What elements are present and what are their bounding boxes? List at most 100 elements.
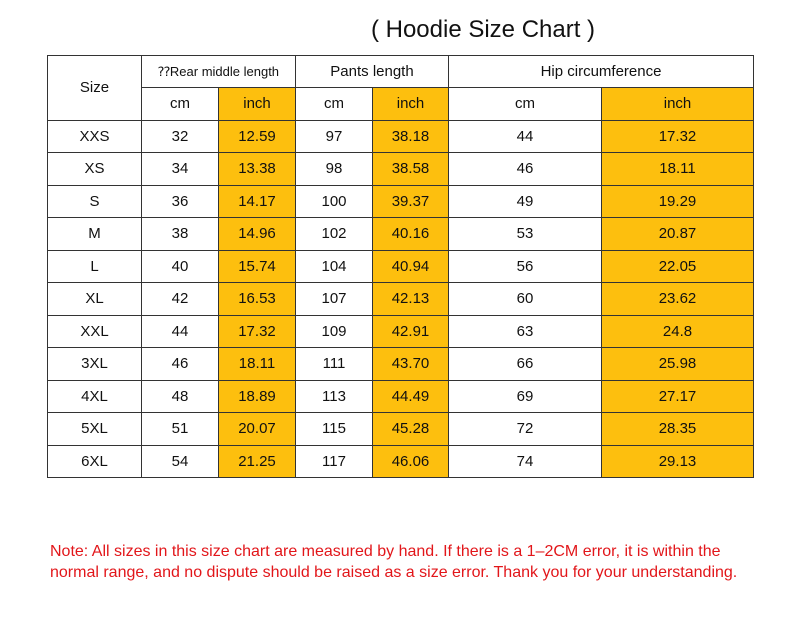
size-cell: 5XL	[47, 412, 142, 446]
value-cell: 20.87	[601, 217, 754, 251]
value-cell: 17.32	[218, 314, 296, 348]
value-cell: 22.05	[601, 249, 754, 283]
group-header-rear-middle-length: ⁇Rear middle length	[141, 55, 296, 88]
unit-header: cm	[295, 87, 373, 121]
value-cell: 20.07	[218, 412, 296, 446]
value-cell: 45.28	[372, 412, 449, 446]
value-cell: 38	[141, 217, 219, 251]
header-row-groups: Size ⁇Rear middle length Pants length Hi…	[47, 55, 754, 121]
value-cell: 102	[295, 217, 373, 251]
value-cell: 18.11	[218, 347, 296, 381]
value-cell: 66	[448, 347, 602, 381]
size-cell: M	[47, 217, 142, 251]
value-cell: 24.8	[601, 314, 754, 348]
value-cell: 27.17	[601, 379, 754, 413]
value-cell: 36	[141, 184, 219, 218]
table-row: 4XL 48 18.89 113 44.49 69 27.17	[47, 379, 754, 413]
value-cell: 56	[448, 249, 602, 283]
value-cell: 34	[141, 152, 219, 186]
value-cell: 44	[141, 314, 219, 348]
value-cell: 49	[448, 184, 602, 218]
size-cell: XL	[47, 282, 142, 316]
table-row: S 36 14.17 100 39.37 49 19.29	[47, 184, 754, 218]
size-cell: L	[47, 249, 142, 283]
value-cell: 100	[295, 184, 373, 218]
size-cell: XS	[47, 152, 142, 186]
value-cell: 48	[141, 379, 219, 413]
value-cell: 43.70	[372, 347, 449, 381]
table-row: XXL 44 17.32 109 42.91 63 24.8	[47, 314, 754, 348]
value-cell: 15.74	[218, 249, 296, 283]
table-row: 6XL 54 21.25 117 46.06 74 29.13	[47, 444, 754, 478]
group-header-pants-length: Pants length	[295, 55, 449, 88]
value-cell: 109	[295, 314, 373, 348]
value-cell: 98	[295, 152, 373, 186]
value-cell: 113	[295, 379, 373, 413]
value-cell: 117	[295, 444, 373, 478]
value-cell: 54	[141, 444, 219, 478]
disclaimer-note: Note: All sizes in this size chart are m…	[50, 543, 738, 581]
value-cell: 107	[295, 282, 373, 316]
table-row: XS 34 13.38 98 38.58 46 18.11	[47, 152, 754, 186]
value-cell: 38.58	[372, 152, 449, 186]
value-cell: 97	[295, 119, 373, 153]
value-cell: 42	[141, 282, 219, 316]
value-cell: 53	[448, 217, 602, 251]
table-row: XXS 32 12.59 97 38.18 44 17.32	[47, 119, 754, 153]
value-cell: 51	[141, 412, 219, 446]
value-cell: 18.89	[218, 379, 296, 413]
header-row-units: cm inch cm inch cm inch	[48, 87, 754, 121]
value-cell: 18.11	[601, 152, 754, 186]
unit-header: inch	[372, 87, 449, 121]
value-cell: 44.49	[372, 379, 449, 413]
value-cell: 19.29	[601, 184, 754, 218]
value-cell: 13.38	[218, 152, 296, 186]
page-title: ( Hoodie Size Chart )	[370, 16, 596, 43]
value-cell: 14.17	[218, 184, 296, 218]
unit-header: cm	[448, 87, 602, 121]
size-cell: S	[47, 184, 142, 218]
value-cell: 74	[448, 444, 602, 478]
size-cell: 3XL	[47, 347, 142, 381]
size-cell: XXS	[47, 119, 142, 153]
unit-header: cm	[141, 87, 219, 121]
value-cell: 46.06	[372, 444, 449, 478]
value-cell: 111	[295, 347, 373, 381]
value-cell: 46	[141, 347, 219, 381]
value-cell: 40.16	[372, 217, 449, 251]
table-row: L 40 15.74 104 40.94 56 22.05	[47, 249, 754, 283]
size-header: Size	[47, 55, 142, 121]
size-cell: 4XL	[47, 379, 142, 413]
value-cell: 28.35	[601, 412, 754, 446]
value-cell: 42.13	[372, 282, 449, 316]
group-header-hip-circumference: Hip circumference	[448, 55, 754, 88]
value-cell: 42.91	[372, 314, 449, 348]
value-cell: 115	[295, 412, 373, 446]
unit-header: inch	[601, 87, 754, 121]
value-cell: 69	[448, 379, 602, 413]
size-cell: 6XL	[47, 444, 142, 478]
value-cell: 16.53	[218, 282, 296, 316]
value-cell: 21.25	[218, 444, 296, 478]
table-row: 5XL 51 20.07 115 45.28 72 28.35	[47, 412, 754, 446]
value-cell: 17.32	[601, 119, 754, 153]
value-cell: 25.98	[601, 347, 754, 381]
value-cell: 29.13	[601, 444, 754, 478]
value-cell: 40	[141, 249, 219, 283]
value-cell: 63	[448, 314, 602, 348]
table-row: M 38 14.96 102 40.16 53 20.87	[47, 217, 754, 251]
size-chart-table: Size ⁇Rear middle length Pants length Hi…	[47, 55, 754, 478]
value-cell: 14.96	[218, 217, 296, 251]
value-cell: 60	[448, 282, 602, 316]
value-cell: 39.37	[372, 184, 449, 218]
table-row: 3XL 46 18.11 111 43.70 66 25.98	[47, 347, 754, 381]
value-cell: 40.94	[372, 249, 449, 283]
value-cell: 104	[295, 249, 373, 283]
value-cell: 32	[141, 119, 219, 153]
unit-header: inch	[218, 87, 296, 121]
value-cell: 38.18	[372, 119, 449, 153]
value-cell: 12.59	[218, 119, 296, 153]
value-cell: 44	[448, 119, 602, 153]
table-row: XL 42 16.53 107 42.13 60 23.62	[47, 282, 754, 316]
value-cell: 72	[448, 412, 602, 446]
